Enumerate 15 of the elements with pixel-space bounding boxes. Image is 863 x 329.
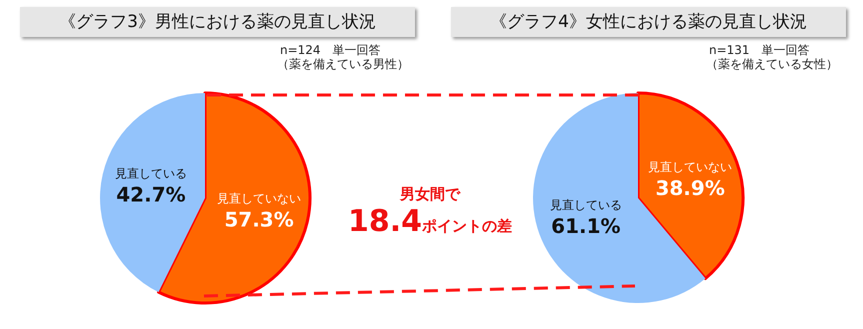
data-label: 57.3% (224, 208, 294, 232)
chart-subtitle: n=124 単一回答 (280, 43, 381, 57)
text: （薬を備えている男性） (277, 57, 409, 71)
chart-title: 《グラフ3》男性における薬の見直し状況 (20, 7, 415, 37)
chart-title: 《グラフ4》女性における薬の見直し状況 (451, 7, 846, 37)
chart-subtitle: n=131 単一回答 (709, 43, 810, 57)
slice-label: 見直している (114, 166, 187, 180)
data-label: 42.7% (116, 182, 186, 206)
data-label: 61.1% (551, 214, 621, 238)
text: （薬を備えている女性） (706, 57, 838, 71)
text: 男女間で 18.4ポイントの差 (346, 185, 514, 239)
data-label: 38.9% (655, 176, 725, 200)
slice-label: 見直している (550, 198, 622, 212)
slice-label: 見直していない (648, 160, 732, 174)
slice-label: 見直していない (217, 192, 302, 206)
